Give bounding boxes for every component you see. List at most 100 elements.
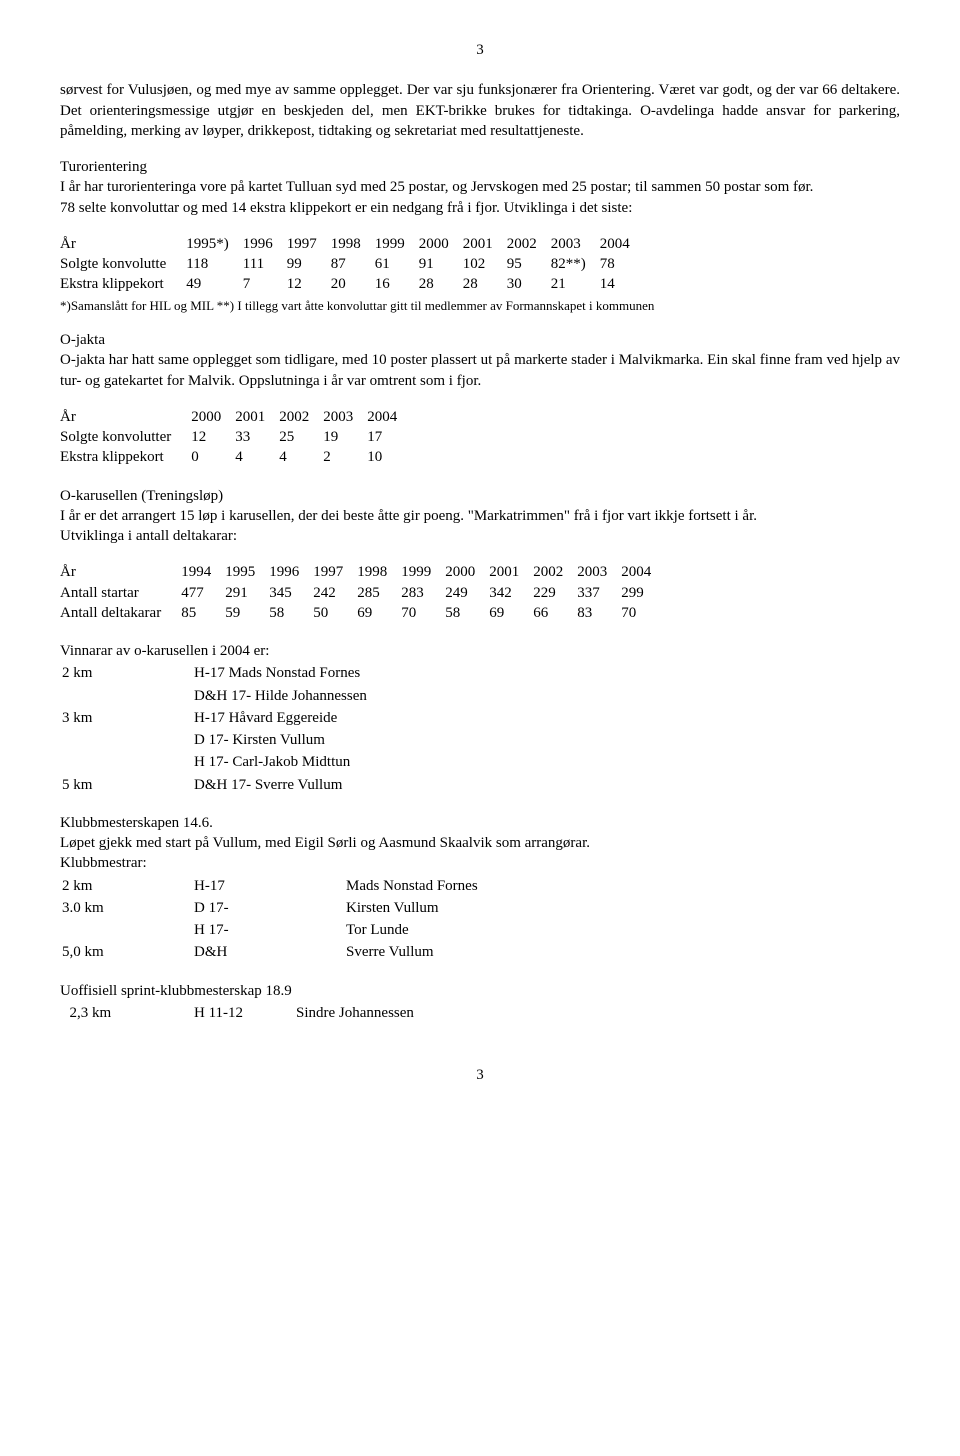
- table-cell: 2001: [463, 234, 507, 254]
- table-cell: 91: [419, 254, 463, 274]
- table-cell: 59: [225, 603, 269, 623]
- table-cell: 61: [375, 254, 419, 274]
- table-cell: 25: [279, 427, 323, 447]
- table-cell: H 11-12: [194, 1003, 294, 1023]
- table-cell: Kirsten Vullum: [346, 898, 498, 918]
- table-cell: 69: [489, 603, 533, 623]
- table-cell: 70: [401, 603, 445, 623]
- table-cell: H-17 Mads Nonstad Fornes: [194, 663, 387, 683]
- table-cell: 342: [489, 583, 533, 603]
- table-cell: 3 km: [62, 708, 192, 728]
- table-cell: 477: [181, 583, 225, 603]
- table-cell: 95: [507, 254, 551, 274]
- table-cell: 102: [463, 254, 507, 274]
- table-row: 3.0 kmD 17-Kirsten Vullum: [62, 898, 498, 918]
- table-cell: 2004: [367, 407, 411, 427]
- table-row: År 1995*) 1996 1997 1998 1999 2000 2001 …: [60, 234, 644, 254]
- table-cell: 1999: [401, 562, 445, 582]
- winners-title: Vinnarar av o-karusellen i 2004 er:: [60, 641, 900, 661]
- table-cell: 66: [533, 603, 577, 623]
- table-cell: H 17-: [194, 920, 344, 940]
- table-cell: 2002: [533, 562, 577, 582]
- table-cell: 2001: [235, 407, 279, 427]
- table-cell: 2003: [577, 562, 621, 582]
- table-cell: 2004: [621, 562, 665, 582]
- table-row: 2,3 kmH 11-12Sindre Johannessen: [62, 1003, 434, 1023]
- turorientering-para2: 78 selte konvoluttar og med 14 ekstra kl…: [60, 198, 900, 218]
- table-cell: 2004: [600, 234, 644, 254]
- table-cell: Sindre Johannessen: [296, 1003, 434, 1023]
- table-cell: Mads Nonstad Fornes: [346, 876, 498, 896]
- table-cell: Ekstra klippekort: [60, 447, 191, 467]
- sprint-table: 2,3 kmH 11-12Sindre Johannessen: [60, 1001, 436, 1025]
- table-cell: H-17: [194, 876, 344, 896]
- table-row: Ekstra klippekort 49 7 12 20 16 28 28 30…: [60, 274, 644, 294]
- table-cell: D&H: [194, 942, 344, 962]
- table-cell: 7: [243, 274, 287, 294]
- table-cell: 12: [191, 427, 235, 447]
- table-cell: 2,3 km: [62, 1003, 192, 1023]
- table-cell: 299: [621, 583, 665, 603]
- table-row: År 2000 2001 2002 2003 2004: [60, 407, 411, 427]
- table-cell: 2002: [507, 234, 551, 254]
- table-cell: 1999: [375, 234, 419, 254]
- table-row: 2 kmH-17 Mads Nonstad Fornes: [62, 663, 387, 683]
- table-cell: 249: [445, 583, 489, 603]
- table-cell: 2003: [551, 234, 600, 254]
- table-cell: 3.0 km: [62, 898, 192, 918]
- table-row: Solgte konvolutte 118 111 99 87 61 91 10…: [60, 254, 644, 274]
- turorientering-title: Turorientering: [60, 157, 900, 177]
- klubbmestrar-table: 2 kmH-17Mads Nonstad Fornes 3.0 kmD 17-K…: [60, 874, 500, 965]
- table-cell: 20: [331, 274, 375, 294]
- table-cell: 85: [181, 603, 225, 623]
- table-row: Ekstra klippekort 0 4 4 2 10: [60, 447, 411, 467]
- table-row: Solgte konvolutter 12 33 25 19 17: [60, 427, 411, 447]
- table-cell: Antall startar: [60, 583, 181, 603]
- page-number-bottom: 3: [60, 1065, 900, 1085]
- table-cell: D&H 17- Sverre Vullum: [194, 775, 387, 795]
- klubbmestrar-label: Klubbmestrar:: [60, 853, 900, 873]
- intro-paragraph: sørvest for Vulusjøen, og med mye av sam…: [60, 80, 900, 141]
- table-cell: Solgte konvolutte: [60, 254, 186, 274]
- table-cell: 337: [577, 583, 621, 603]
- table-cell: 28: [463, 274, 507, 294]
- table-cell: 0: [191, 447, 235, 467]
- table-cell: 21: [551, 274, 600, 294]
- okarusell-title: O-karusellen (Treningsløp): [60, 486, 900, 506]
- table-cell: 82**): [551, 254, 600, 274]
- table-cell: D 17- Kirsten Vullum: [194, 730, 387, 750]
- table-cell: 1995: [225, 562, 269, 582]
- table-cell: År: [60, 407, 191, 427]
- table-cell: [62, 730, 192, 750]
- table-row: 2 kmH-17Mads Nonstad Fornes: [62, 876, 498, 896]
- table-cell: 2 km: [62, 876, 192, 896]
- table-cell: 1994: [181, 562, 225, 582]
- okarusell-table: År 1994 1995 1996 1997 1998 1999 2000 20…: [60, 562, 665, 623]
- table-cell: 2002: [279, 407, 323, 427]
- table-cell: 19: [323, 427, 367, 447]
- table-cell: 2 km: [62, 663, 192, 683]
- table-cell: År: [60, 234, 186, 254]
- table-cell: 50: [313, 603, 357, 623]
- table-cell: 345: [269, 583, 313, 603]
- table-cell: 33: [235, 427, 279, 447]
- table-cell: D 17-: [194, 898, 344, 918]
- table-cell: 2000: [445, 562, 489, 582]
- table-cell: 242: [313, 583, 357, 603]
- table-cell: 2: [323, 447, 367, 467]
- table-row: D&H 17- Hilde Johannessen: [62, 686, 387, 706]
- table-cell: 283: [401, 583, 445, 603]
- table-cell: 118: [186, 254, 243, 274]
- table-cell: År: [60, 562, 181, 582]
- table-cell: 5,0 km: [62, 942, 192, 962]
- table-cell: 111: [243, 254, 287, 274]
- table-cell: D&H 17- Hilde Johannessen: [194, 686, 387, 706]
- table-cell: 1996: [243, 234, 287, 254]
- table-cell: 4: [279, 447, 323, 467]
- ojakta-table: År 2000 2001 2002 2003 2004 Solgte konvo…: [60, 407, 411, 468]
- table-cell: 58: [445, 603, 489, 623]
- table-row: Antall startar 477 291 345 242 285 283 2…: [60, 583, 665, 603]
- sprint-title: Uoffisiell sprint-klubbmesterskap 18.9: [60, 981, 900, 1001]
- table-cell: 5 km: [62, 775, 192, 795]
- klubbmesterskap-title: Klubbmesterskapen 14.6.: [60, 813, 900, 833]
